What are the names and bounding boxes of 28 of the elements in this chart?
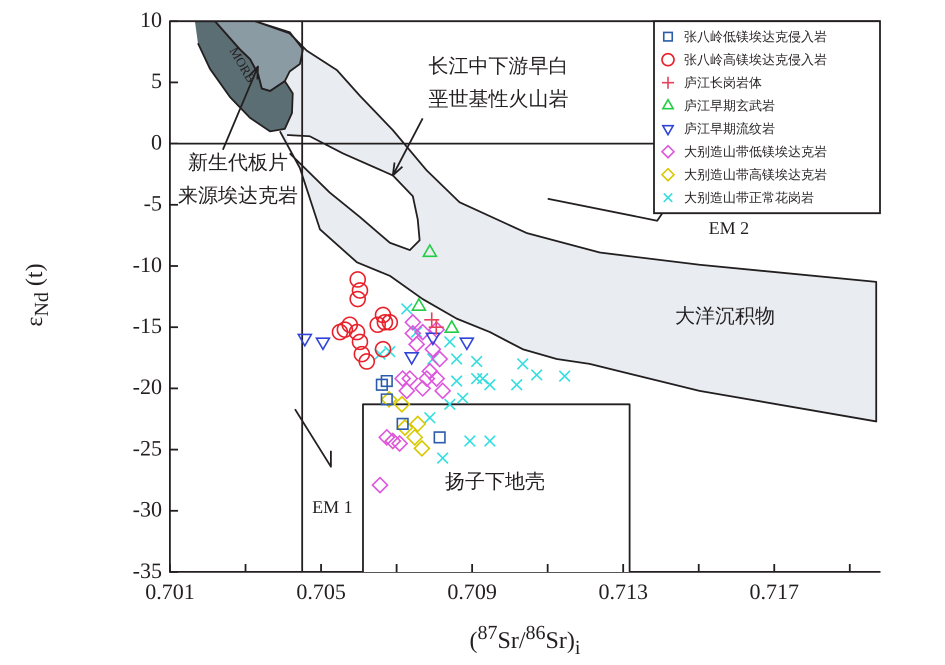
annotation: EM 1 <box>312 497 353 518</box>
x-axis-title: ($^{87}$Sr/$^{86}$Sr)$_{i}$ <box>470 622 580 660</box>
legend-label: 张八岭高镁埃达克侵入岩 <box>684 52 827 68</box>
legend-label: 大别造山带低镁埃达克岩 <box>684 145 827 160</box>
y-tick-label: -15 <box>132 312 162 338</box>
x-tick-label: 0.705 <box>296 578 346 604</box>
y-tick-label: 5 <box>151 68 162 94</box>
legend-label: 大别造山带正常花岗岩 <box>684 191 814 206</box>
annotation: 长江中下游早白垩世基性火山岩 <box>428 53 569 110</box>
y-tick-label: -10 <box>132 252 162 277</box>
y-tick-label: -25 <box>132 435 162 460</box>
annotation: 大洋沉积物 <box>675 304 776 328</box>
x-tick-label: 0.709 <box>447 578 497 604</box>
legend-label: 大别造山带高镁埃达克岩 <box>684 167 827 184</box>
y-tick-label: -5 <box>144 190 162 216</box>
x-tick-label: 0.713 <box>598 578 648 604</box>
annotation: 扬子下地壳 <box>444 468 545 493</box>
legend-label: 庐江早期玄武岩 <box>684 98 775 114</box>
annotation: 新生代板片来源埃达克岩 <box>178 150 298 208</box>
x-tick-label: 0.717 <box>750 578 800 604</box>
annotation: EM 2 <box>708 218 750 238</box>
legend-label: 庐江早期流纹岩 <box>684 121 775 138</box>
y-tick-label: 10 <box>140 6 162 32</box>
y-tick-label: 0 <box>151 129 162 154</box>
legend-label: 张八岭低镁埃达克侵入岩 <box>684 30 827 46</box>
y-tick-label: -30 <box>132 496 162 522</box>
legend-label: 庐江长岗岩体 <box>684 75 762 92</box>
y-tick-label: -20 <box>132 374 162 400</box>
